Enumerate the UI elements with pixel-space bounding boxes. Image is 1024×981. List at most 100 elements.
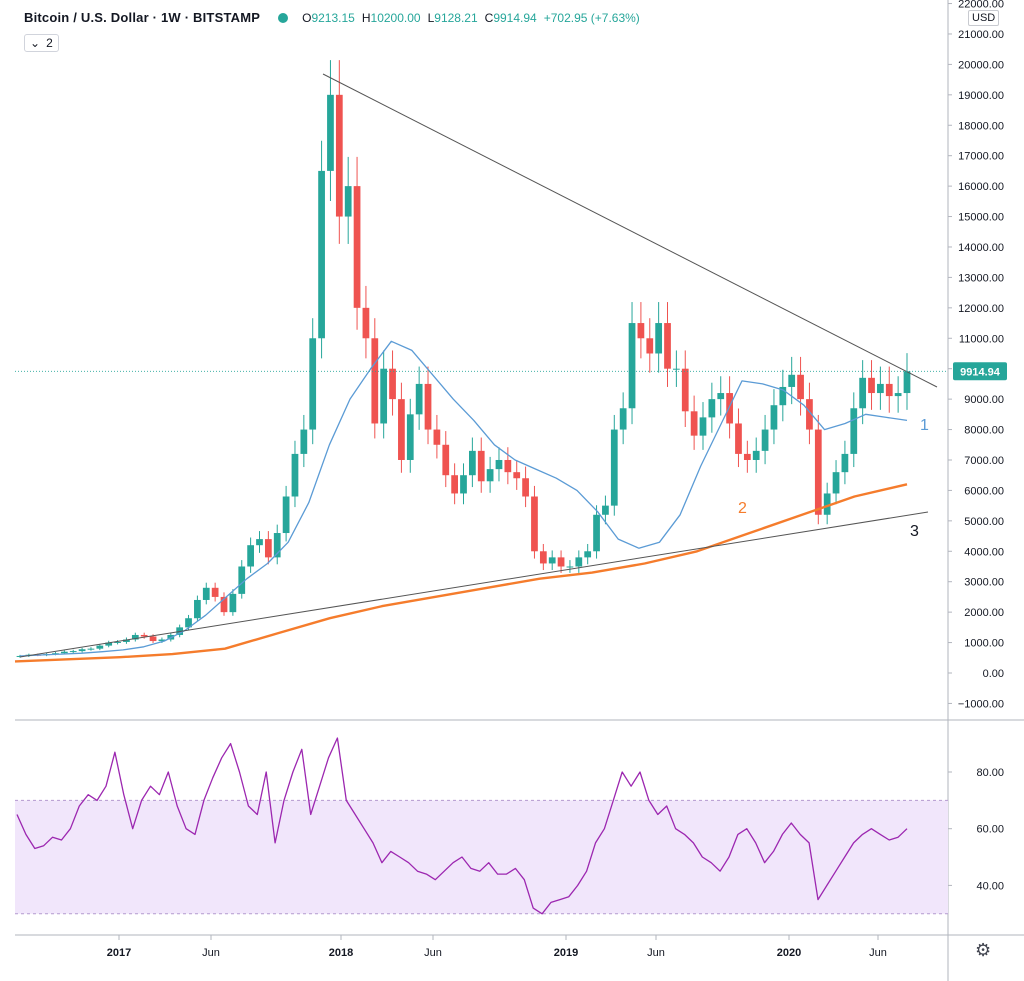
price-axis-label: −1000.00 [958, 698, 1004, 710]
candle-body [717, 393, 725, 400]
low-value: 9128.21 [434, 10, 478, 25]
candle-body [300, 429, 308, 454]
indicators-toggle-button[interactable]: ⌄ 2 [24, 34, 59, 52]
price-axis-label: 21000.00 [958, 29, 1004, 41]
candle-body [256, 539, 263, 546]
candle-body [735, 423, 742, 454]
candle-body [335, 94, 343, 217]
candle-body [726, 393, 733, 424]
price-axis-label: 1000.00 [964, 638, 1004, 650]
candle-body [504, 459, 512, 473]
candle-body [238, 566, 246, 594]
candle-body [743, 453, 751, 460]
time-axis-label: 2020 [777, 947, 801, 959]
candle-body [477, 450, 485, 482]
price-change: +702.95 (+7.63%) [543, 10, 640, 25]
price-axis-label: 16000.00 [958, 181, 1004, 193]
candle-body [185, 618, 192, 628]
candle-body [673, 368, 680, 370]
candle-body [850, 408, 858, 454]
annotation-label-1: 1 [920, 417, 929, 434]
candle-body [247, 545, 254, 567]
price-axis-label: 3000.00 [964, 577, 1004, 589]
candle-body [557, 557, 565, 567]
candle-body [788, 374, 796, 387]
candle-body [362, 307, 370, 339]
chevron-down-icon: ⌄ [30, 36, 41, 50]
candle-body [451, 475, 459, 494]
price-axis-label: 9000.00 [964, 394, 1004, 406]
time-axis-label: 2017 [107, 947, 131, 959]
candle-body [87, 648, 95, 650]
currency-label[interactable]: USD [968, 10, 1000, 26]
time-axis-label: 2019 [554, 947, 578, 959]
price-axis-label: 19000.00 [958, 90, 1004, 102]
price-axis-label: 6000.00 [964, 485, 1004, 497]
candle-body [96, 645, 104, 649]
price-axis-label: 4000.00 [964, 546, 1004, 558]
candle-body [105, 642, 113, 646]
candle-body [123, 639, 130, 642]
candle-body [389, 368, 396, 400]
rsi-axis-label: 60.00 [976, 824, 1004, 836]
last-price-tag [953, 362, 1007, 381]
candle-body [770, 405, 778, 430]
candle-body [327, 94, 334, 171]
candle-body [424, 383, 432, 430]
time-axis-label: 2018 [329, 947, 353, 959]
candle-body [131, 634, 139, 640]
candle-body [486, 469, 494, 482]
candle-body [468, 450, 476, 476]
candle-body [158, 639, 166, 642]
candle-body [814, 429, 822, 515]
trendline-upper [322, 73, 938, 388]
candle-body [610, 429, 618, 506]
rsi-axis-label: 80.00 [976, 767, 1004, 779]
candle-body [628, 323, 636, 409]
price-axis-label: 7000.00 [964, 455, 1004, 467]
high-label: H [361, 10, 371, 25]
rsi-line [16, 737, 908, 915]
price-axis-label: 5000.00 [964, 516, 1004, 528]
price-axis-label: 8000.00 [964, 425, 1004, 437]
candle-body [539, 551, 547, 564]
candle-body [318, 170, 325, 339]
candle-body [779, 386, 787, 406]
candle-body [841, 453, 849, 473]
candle-body [637, 323, 645, 339]
candle-body [859, 377, 867, 409]
candle-body [194, 599, 201, 619]
gear-icon[interactable]: ⚙ [975, 940, 992, 960]
candle-body [708, 399, 716, 418]
candle-body [60, 651, 68, 654]
candle-body [664, 323, 671, 369]
last-price-label: 9914.94 [960, 366, 1001, 378]
candle-body [282, 496, 290, 534]
candle-body [903, 371, 911, 394]
candle-body [690, 411, 698, 436]
moving-average-line-1 [19, 340, 908, 657]
open-value: 9213.15 [311, 10, 355, 25]
candle-body [877, 383, 884, 394]
candle-body [140, 634, 148, 637]
candle-body [548, 557, 556, 564]
chart-legend: Bitcoin / U.S. Dollar · 1W · BITSTAMP O9… [24, 10, 640, 25]
price-axis-label: 15000.00 [958, 212, 1004, 224]
candle-body [406, 414, 414, 460]
price-axis-label: 18000.00 [958, 120, 1004, 132]
candle-body [415, 383, 423, 415]
price-axis-label: 12000.00 [958, 303, 1004, 315]
candle-body [211, 587, 219, 597]
time-axis-label: Jun [647, 947, 665, 959]
price-axis-label: 13000.00 [958, 272, 1004, 284]
candle-body [371, 338, 379, 424]
price-axis-label: 14000.00 [958, 242, 1004, 254]
candles-group [16, 60, 911, 658]
price-axis-label: 20000.00 [958, 59, 1004, 71]
price-axis-label: 22000.00 [958, 0, 1004, 11]
symbol-title[interactable]: Bitcoin / U.S. Dollar · 1W · BITSTAMP [24, 10, 261, 25]
price-axis-label: 11000.00 [959, 333, 1004, 345]
candle-body [398, 399, 405, 460]
candle-body [291, 453, 299, 497]
